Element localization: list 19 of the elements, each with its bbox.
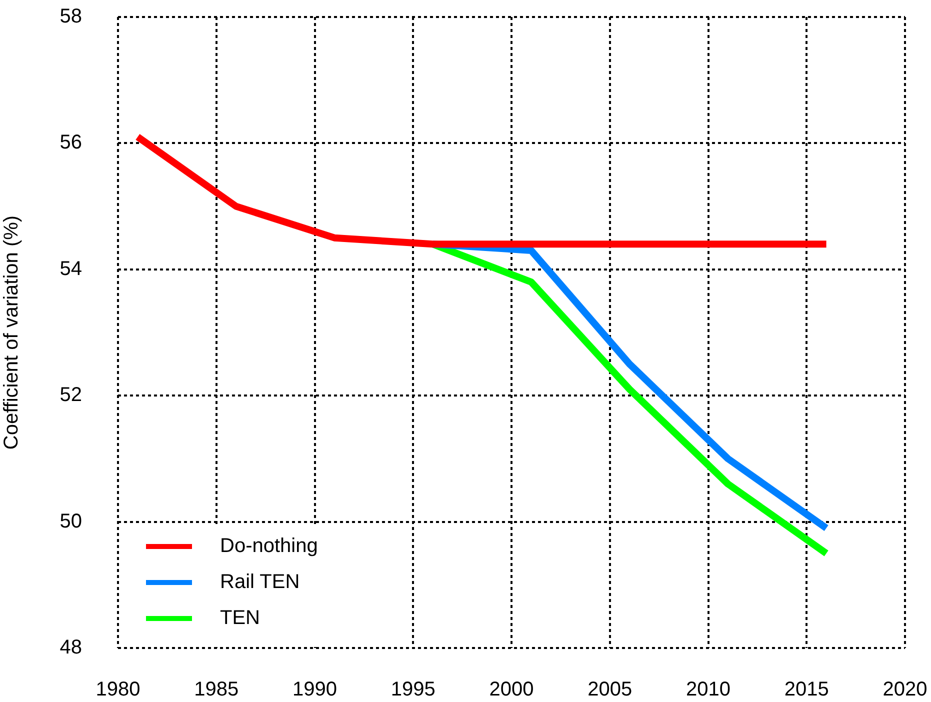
- y-tick-label: 48: [60, 636, 82, 659]
- y-tick-label: 56: [60, 132, 82, 154]
- x-tick-label: 1980: [96, 678, 140, 701]
- legend-label: Rail TEN: [220, 570, 300, 594]
- x-tick-label: 1985: [194, 678, 239, 701]
- x-tick-label: 2005: [588, 678, 632, 701]
- x-tick-label: 1995: [390, 678, 436, 701]
- y-axis-title: Coefficient of variation (%): [0, 215, 23, 450]
- legend-label: Do-nothing: [220, 534, 318, 558]
- x-tick-label: 2015: [784, 678, 829, 701]
- x-tick-label: 2000: [489, 678, 534, 701]
- x-tick-label: 2020: [882, 678, 928, 701]
- x-tick-label: 1990: [292, 678, 337, 701]
- y-tick-label: 52: [60, 384, 82, 406]
- y-tick-label: 50: [60, 510, 82, 532]
- legend-label: TEN: [220, 606, 260, 630]
- y-tick-label: 58: [60, 6, 82, 28]
- y-tick-label: 54: [60, 258, 82, 280]
- x-tick-label: 2010: [686, 678, 730, 701]
